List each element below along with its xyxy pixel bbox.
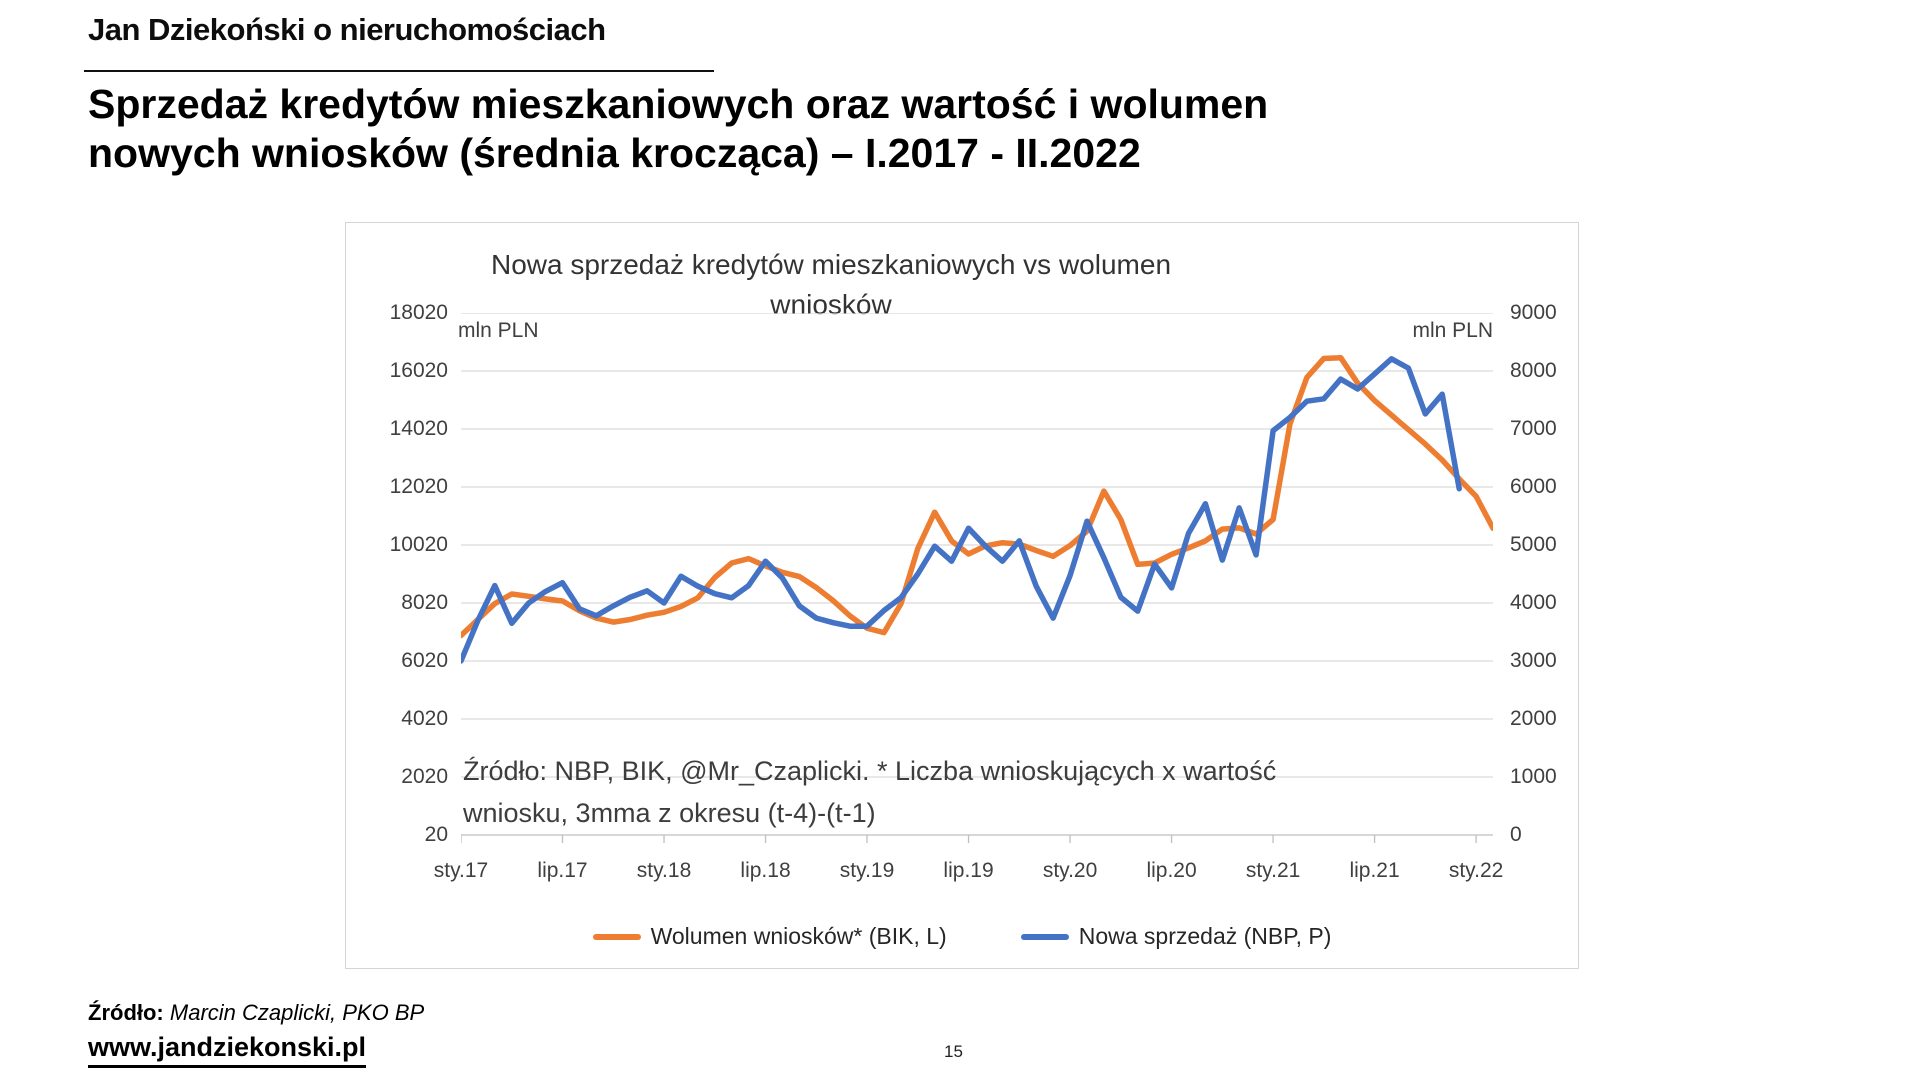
x-axis-label: sty.22 (1448, 859, 1504, 882)
y-axis-label-right: 7000 (1510, 417, 1557, 440)
chart-title-line1: Nowa sprzedaż kredytów mieszkaniowych vs… (490, 249, 1172, 280)
website-link[interactable]: www.jandziekonski.pl (88, 1032, 367, 1068)
right-axis-unit: mln PLN (1412, 319, 1493, 342)
x-axis-label: sty.21 (1245, 859, 1301, 882)
y-axis-label-left: 16020 (389, 359, 448, 382)
chart-title-line2: wniosków (770, 289, 892, 320)
y-axis-label-right: 9000 (1510, 301, 1557, 324)
legend-item-wolumen: Wolumen wniosków* (BIK, L) (592, 923, 947, 950)
legend-swatch-orange-icon (592, 933, 641, 940)
x-axis-label: lip.19 (943, 859, 994, 882)
y-axis-label-left: 18020 (389, 301, 448, 324)
y-axis-label-left: 20 (424, 823, 448, 846)
slide-title-line1: Sprzedaż kredytów mieszkaniowych oraz wa… (88, 81, 1269, 127)
y-axis-label-right: 0 (1510, 823, 1522, 846)
y-axis-label-left: 2020 (401, 765, 448, 788)
left-axis-unit: mln PLN (458, 319, 539, 342)
y-axis-label-left: 12020 (389, 475, 448, 498)
page-number: 15 (944, 1042, 963, 1061)
x-axis-label: sty.17 (433, 859, 489, 882)
y-axis-label-right: 1000 (1510, 765, 1557, 788)
y-axis-label-right: 6000 (1510, 475, 1557, 498)
x-axis-label: lip.21 (1349, 859, 1400, 882)
y-axis-label-left: 10020 (389, 533, 448, 556)
source-label: Źródło: (88, 1000, 164, 1025)
y-axis-label-right: 2000 (1510, 707, 1557, 730)
y-axis-label-left: 6020 (401, 649, 448, 672)
series-line-sprzedaz (461, 356, 1462, 664)
x-axis-label: sty.18 (636, 859, 692, 882)
y-axis-label-left: 14020 (389, 417, 448, 440)
y-axis-label-right: 3000 (1510, 649, 1557, 672)
legend-label-wolumen: Wolumen wniosków* (BIK, L) (650, 923, 947, 949)
x-axis-label: lip.20 (1146, 859, 1197, 882)
legend-swatch-blue-icon (1020, 933, 1069, 940)
chart-annotation-line1: Źródło: NBP, BIK, @Mr_Czaplicki. * Liczb… (463, 756, 1277, 786)
y-axis-label-left: 8020 (401, 591, 448, 614)
chart-annotation-line2: wniosku, 3mma z okresu (t-4)-(t-1) (463, 798, 876, 828)
x-axis-label: sty.19 (839, 859, 895, 882)
brand-underline (84, 70, 714, 72)
y-axis-label-left: 4020 (401, 707, 448, 730)
y-axis-label-right: 4000 (1510, 591, 1557, 614)
plot-area (461, 313, 1493, 843)
series-line-wolumen (461, 354, 1493, 639)
slide-source: Źródło: Marcin Czaplicki, PKO BP (88, 1000, 424, 1026)
slide-title: Sprzedaż kredytów mieszkaniowych oraz wa… (88, 80, 1268, 178)
chart-legend: Wolumen wniosków* (BIK, L) Nowa sprzedaż… (346, 923, 1578, 950)
x-axis-label: lip.18 (740, 859, 791, 882)
legend-label-sprzedaz: Nowa sprzedaż (NBP, P) (1078, 923, 1332, 949)
chart: Nowa sprzedaż kredytów mieszkaniowych vs… (345, 222, 1579, 969)
source-text: Marcin Czaplicki, PKO BP (169, 1000, 425, 1025)
slide-title-line2: nowych wniosków (średnia krocząca) – I.2… (88, 130, 1141, 176)
x-axis-label: lip.17 (537, 859, 588, 882)
y-axis-label-right: 8000 (1510, 359, 1557, 382)
y-axis-label-right: 5000 (1510, 533, 1557, 556)
x-axis-label: sty.20 (1042, 859, 1098, 882)
legend-item-sprzedaz: Nowa sprzedaż (NBP, P) (1020, 923, 1332, 950)
brand-header: Jan Dziekoński o nieruchomościach (88, 12, 606, 47)
